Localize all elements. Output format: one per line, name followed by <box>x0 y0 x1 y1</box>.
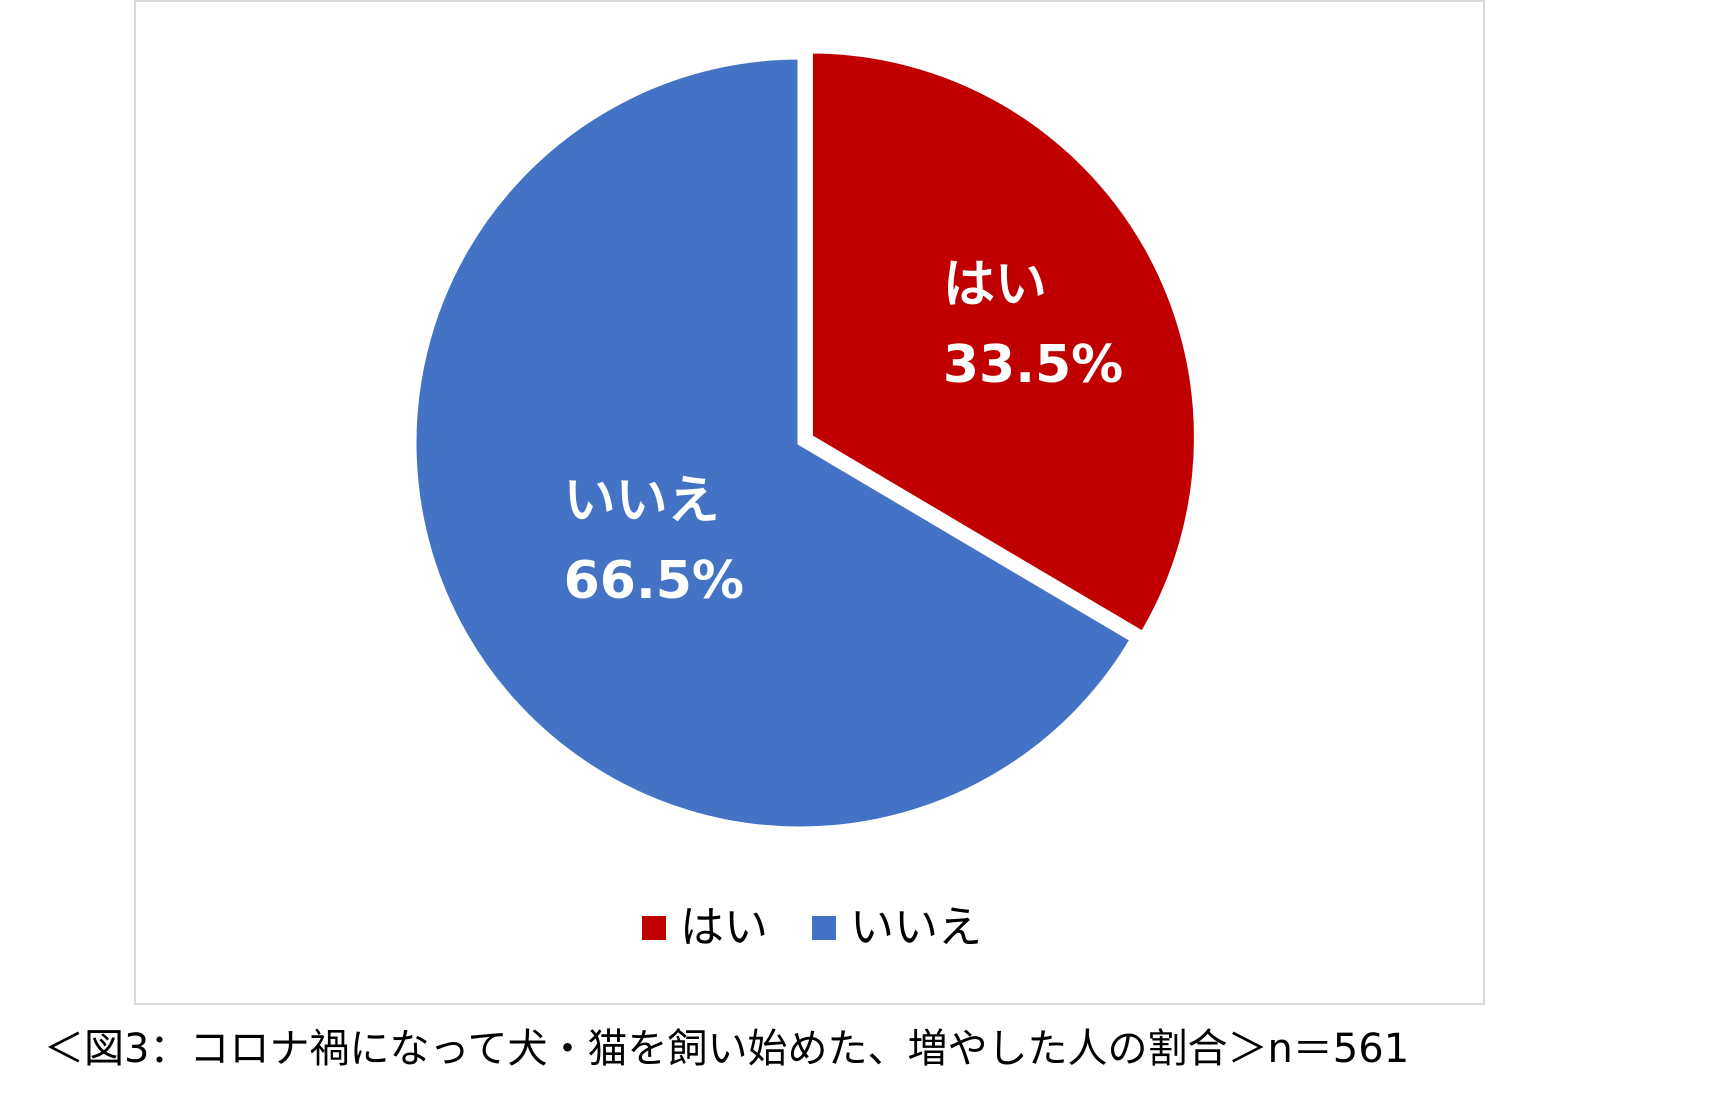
slice-category-label: はい <box>943 255 1047 315</box>
slice-category-label: いいえ <box>564 471 720 531</box>
caption: ＜図3：コロナ禍になって犬・猫を飼い始めた、増やした人の割合＞n＝561 <box>44 1026 1409 1072</box>
slice-value-label: 33.5% <box>943 335 1123 395</box>
pie-slice <box>807 48 1199 637</box>
slice-value-label: 66.5% <box>564 551 744 611</box>
legend-label: はい <box>680 902 768 953</box>
legend-swatch <box>812 916 836 940</box>
pie-slice <box>411 54 1136 832</box>
legend-swatch <box>642 916 666 940</box>
legend-label: いいえ <box>850 902 982 953</box>
